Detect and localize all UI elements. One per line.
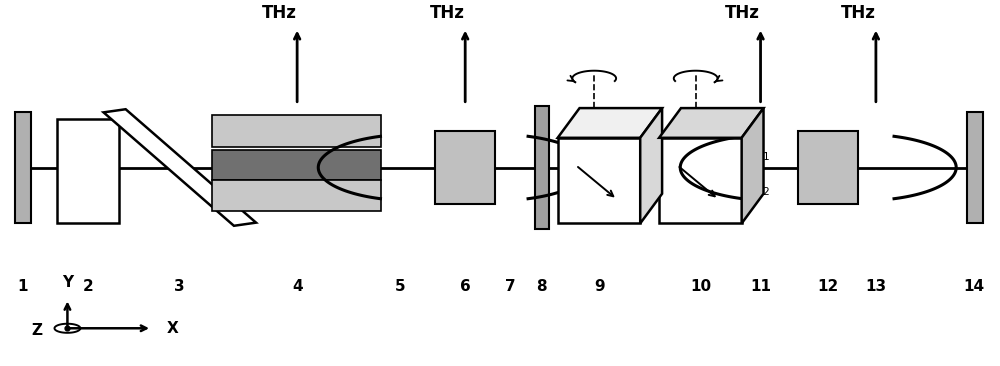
Text: 9: 9 [594,279,605,294]
Text: THz: THz [262,4,297,22]
Bar [798,131,858,204]
Polygon shape [558,108,662,138]
Bar [57,119,119,223]
Text: 2: 2 [83,279,94,294]
Text: 1: 1 [17,279,28,294]
Polygon shape [104,109,256,226]
Text: 7: 7 [505,279,515,294]
Text: X: X [167,321,179,336]
Text: 6: 6 [460,279,471,294]
Text: THz: THz [430,4,465,22]
Text: THz: THz [725,4,760,22]
Text: $\lambda_1$: $\lambda_1$ [753,144,770,163]
Text: Z: Z [32,322,43,337]
Bar [659,138,742,223]
Bar [212,115,381,146]
Text: 10: 10 [690,279,711,294]
Text: THz: THz [841,4,875,22]
Text: 11: 11 [750,279,771,294]
Text: 4: 4 [292,279,302,294]
Text: 5: 5 [395,279,406,294]
Text: 8: 8 [536,279,547,294]
Polygon shape [659,108,764,138]
Text: $\lambda_2$: $\lambda_2$ [753,179,770,198]
Text: 3: 3 [174,279,185,294]
Bar [435,131,495,204]
Polygon shape [742,108,764,223]
Text: Y: Y [62,275,73,290]
Text: 12: 12 [818,279,839,294]
Bar [212,150,381,180]
Bar [15,112,31,223]
Bar [967,112,983,223]
Text: 13: 13 [865,279,886,294]
Bar [558,138,640,223]
Bar [212,180,381,211]
Polygon shape [640,108,662,223]
Bar [535,107,549,229]
Text: 14: 14 [964,279,985,294]
